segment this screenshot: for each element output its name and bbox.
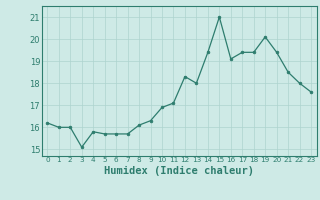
- X-axis label: Humidex (Indice chaleur): Humidex (Indice chaleur): [104, 166, 254, 176]
